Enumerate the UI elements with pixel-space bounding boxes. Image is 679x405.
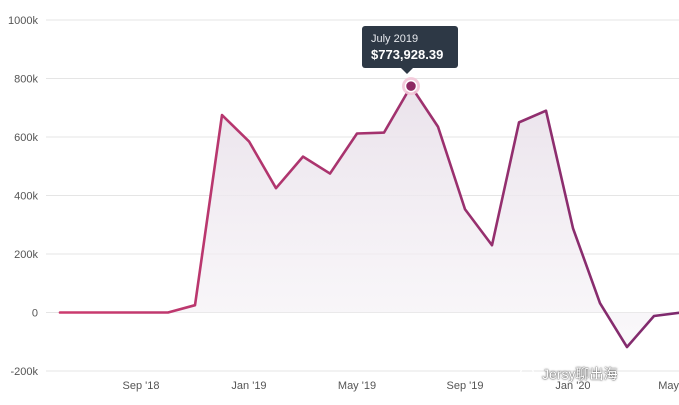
data-point[interactable] [165,310,171,316]
data-point[interactable] [570,225,576,231]
x-tick-label: May [658,380,679,392]
data-point[interactable] [273,185,279,191]
y-axis: -200k 0 200k 400k 600k 800k 1000k [8,15,38,378]
tooltip: July 2019 $773,928.39 [362,26,458,74]
x-tick-label: Sep '19 [447,380,484,392]
data-point[interactable] [192,302,198,308]
area-layer [58,84,679,349]
y-tick-label: 200k [14,249,38,261]
area-fill [60,86,679,348]
data-point[interactable] [84,310,90,316]
data-point[interactable] [624,344,630,350]
y-tick-label: 0 [32,308,38,320]
data-point[interactable] [300,154,306,160]
watermark-text: Jersy聊出海 [542,366,618,382]
x-tick-label: Jan '20 [555,380,590,392]
data-point[interactable] [327,171,333,177]
data-point[interactable] [543,108,549,114]
x-tick-label: May '19 [338,380,376,392]
highlight-point[interactable] [404,79,418,93]
data-point[interactable] [516,119,522,125]
wechat-icon [520,366,537,381]
y-tick-label: -200k [10,366,38,378]
data-point[interactable] [111,310,117,316]
data-point[interactable] [219,112,225,118]
data-point[interactable] [651,313,657,319]
tooltip-value: $773,928.39 [371,47,444,62]
series-line [58,84,679,349]
y-tick-label: 800k [14,74,38,86]
data-point[interactable] [246,138,252,144]
tooltip-date: July 2019 [371,33,419,45]
y-tick-label: 600k [14,132,38,144]
data-point[interactable] [138,310,144,316]
data-point[interactable] [489,242,495,248]
marker-layer [57,77,657,350]
data-point[interactable] [597,300,603,306]
x-axis: Sep '18 Jan '19 May '19 Sep '19 Jan '20 May [123,380,679,392]
data-point[interactable] [435,124,441,130]
data-point[interactable] [462,206,468,212]
y-tick-label: 400k [14,191,38,203]
x-tick-label: Sep '18 [123,380,160,392]
data-point[interactable] [354,130,360,136]
data-point[interactable] [381,130,387,136]
watermark: Jersy聊出海 [520,364,617,384]
x-tick-label: Jan '19 [231,380,266,392]
tooltip-arrow [401,68,413,74]
data-point[interactable] [57,310,63,316]
y-tick-label: 1000k [8,15,38,27]
